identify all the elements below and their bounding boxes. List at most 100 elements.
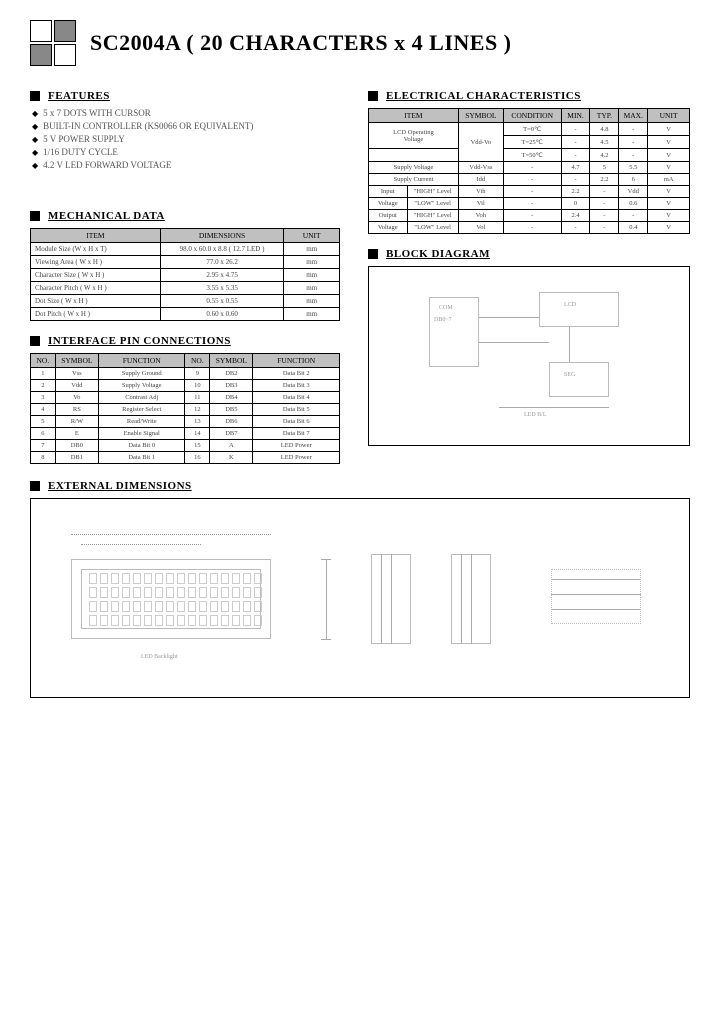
pin-cell: Data Bit 5	[253, 404, 340, 416]
elec-cell: "HIGH" Level	[407, 210, 458, 222]
pin-cell: Enable Signal	[98, 428, 185, 440]
pin-cell: DB6	[210, 416, 253, 428]
pin-cell: DB1	[55, 452, 98, 464]
mech-cell: Character Size ( W x H )	[31, 269, 161, 282]
pin-cell: Data Bit 1	[98, 452, 185, 464]
electrical-table: ITEM SYMBOL CONDITION MIN. TYP. MAX. UNI…	[368, 108, 690, 234]
page-title: SC2004A ( 20 CHARACTERS x 4 LINES )	[90, 30, 512, 56]
elec-cell: Supply Current	[369, 174, 459, 186]
elec-cell: Output	[369, 210, 408, 222]
elec-cell: Vdd	[619, 186, 648, 198]
interface-table: NO. SYMBOL FUNCTION NO. SYMBOL FUNCTION …	[30, 353, 340, 464]
elec-cell: T=0℃	[503, 123, 561, 136]
feature-item: 5 V POWER SUPPLY	[32, 134, 340, 144]
elec-cell: 0.4	[619, 222, 648, 234]
pin-cell: Data Bit 7	[253, 428, 340, 440]
elec-cell: T=25℃	[503, 136, 561, 149]
mech-cell: 98.0 x 60.0 x 8.8 ( 12.7 LED )	[160, 243, 284, 256]
elec-th: SYMBOL	[458, 109, 503, 123]
bullet-icon	[30, 211, 40, 221]
elec-th: MIN.	[561, 109, 590, 123]
feature-item: BUILT-IN CONTROLLER (KS0066 OR EQUIVALEN…	[32, 121, 340, 131]
elec-cell: -	[619, 123, 648, 136]
elec-cell: LCD Operating Voltage	[369, 123, 459, 149]
mech-th: UNIT	[284, 229, 340, 243]
elec-cell: "HIGH" Level	[407, 186, 458, 198]
pin-th: NO.	[185, 354, 210, 368]
pin-cell: 6	[31, 428, 56, 440]
elec-cell: V	[648, 123, 690, 136]
elec-cell: V	[648, 210, 690, 222]
elec-cell: Input	[369, 186, 408, 198]
pin-th: FUNCTION	[98, 354, 185, 368]
mechanical-table: ITEM DIMENSIONS UNIT Module Size (W x H …	[30, 228, 340, 321]
elec-cell: 2.4	[561, 210, 590, 222]
mech-cell: Dot Size ( W x H )	[31, 295, 161, 308]
elec-cell	[369, 149, 459, 162]
pin-th: NO.	[31, 354, 56, 368]
pin-cell: DB5	[210, 404, 253, 416]
electrical-header: ELECTRICAL CHARACTERISTICS	[368, 90, 690, 102]
pin-cell: 5	[31, 416, 56, 428]
pin-cell: 9	[185, 368, 210, 380]
pin-cell: 4	[31, 404, 56, 416]
elec-cell: T=50℃	[503, 149, 561, 162]
elec-th: UNIT	[648, 109, 690, 123]
elec-cell: V	[648, 162, 690, 174]
pin-cell: K	[210, 452, 253, 464]
elec-cell: "LOW" Level	[407, 222, 458, 234]
pin-cell: 7	[31, 440, 56, 452]
mech-cell: Dot Pitch ( W x H )	[31, 308, 161, 321]
elec-cell: Vol	[458, 222, 503, 234]
pin-cell: E	[55, 428, 98, 440]
elec-cell: 4.5	[590, 136, 619, 149]
mech-cell: mm	[284, 282, 340, 295]
elec-cell: V	[648, 149, 690, 162]
elec-cell: -	[503, 210, 561, 222]
elec-cell: 0.6	[619, 198, 648, 210]
pin-cell: Data Bit 2	[253, 368, 340, 380]
pin-cell: DB2	[210, 368, 253, 380]
mech-cell: 3.55 x 5.35	[160, 282, 284, 295]
elec-cell: Voltage	[369, 222, 408, 234]
section-title-block: BLOCK DIAGRAM	[386, 248, 490, 260]
pin-cell: Data Bit 3	[253, 380, 340, 392]
block-label: LED B/L	[524, 412, 547, 418]
bullet-icon	[30, 336, 40, 346]
elec-cell: V	[648, 222, 690, 234]
elec-cell: mA	[648, 174, 690, 186]
pin-cell: 10	[185, 380, 210, 392]
pin-cell: DB3	[210, 380, 253, 392]
elec-cell: -	[561, 123, 590, 136]
elec-cell: -	[590, 210, 619, 222]
external-header: EXTERNAL DIMENSIONS	[30, 480, 690, 492]
elec-cell: -	[503, 186, 561, 198]
block-diagram: LCD DB0~7 COM SEG LED B/L	[368, 266, 690, 446]
bullet-icon	[30, 91, 40, 101]
features-list: 5 x 7 DOTS WITH CURSOR BUILT-IN CONTROLL…	[30, 108, 340, 170]
mech-cell: Viewing Area ( W x H )	[31, 256, 161, 269]
elec-cell: V	[648, 136, 690, 149]
elec-cell: 6	[619, 174, 648, 186]
pin-cell: LED Power	[253, 440, 340, 452]
pin-cell: Data Bit 4	[253, 392, 340, 404]
pin-cell: 11	[185, 392, 210, 404]
block-header: BLOCK DIAGRAM	[368, 248, 690, 260]
elec-cell: -	[561, 222, 590, 234]
elec-cell: 4.8	[590, 123, 619, 136]
elec-cell: V	[648, 198, 690, 210]
block-label: LCD	[564, 302, 576, 308]
pin-cell: Contrast Adj	[98, 392, 185, 404]
section-title-mechanical: MECHANICAL DATA	[48, 210, 165, 222]
section-title-electrical: ELECTRICAL CHARACTERISTICS	[386, 90, 581, 102]
elec-cell: Vil	[458, 198, 503, 210]
mech-cell: Character Pitch ( W x H )	[31, 282, 161, 295]
pin-cell: 14	[185, 428, 210, 440]
pin-cell: Data Bit 0	[98, 440, 185, 452]
interface-header: INTERFACE PIN CONNECTIONS	[30, 335, 340, 347]
mech-cell: mm	[284, 295, 340, 308]
elec-cell: 4.2	[590, 149, 619, 162]
pin-cell: Vo	[55, 392, 98, 404]
block-label: SEG	[564, 372, 575, 378]
ext-label: LED Backlight	[141, 654, 178, 660]
